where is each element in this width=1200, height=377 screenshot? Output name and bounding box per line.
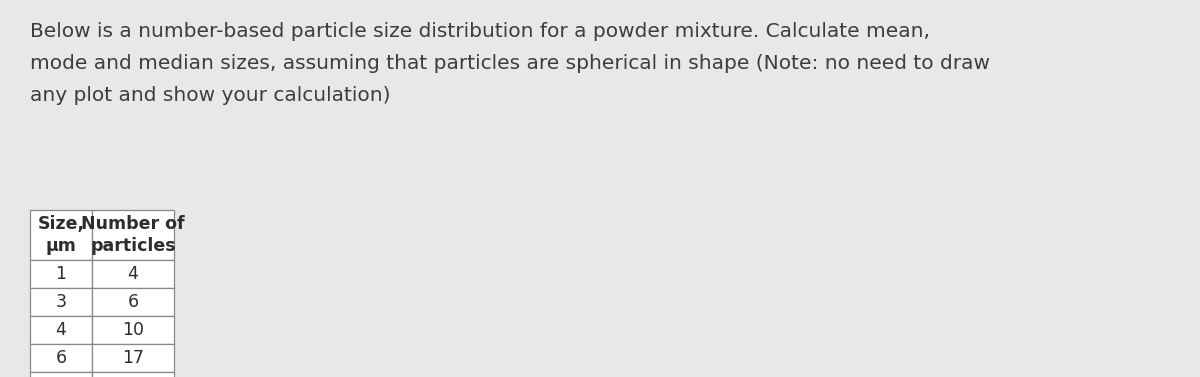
Text: 6: 6 <box>127 293 138 311</box>
Text: 4: 4 <box>55 321 66 339</box>
Bar <box>30 260 92 288</box>
Bar <box>92 288 174 316</box>
Text: 6: 6 <box>55 349 66 367</box>
Bar <box>30 210 92 260</box>
Text: 10: 10 <box>122 321 144 339</box>
Text: Number of: Number of <box>82 215 185 233</box>
Text: 17: 17 <box>122 349 144 367</box>
Bar <box>30 344 92 372</box>
Bar <box>92 210 174 260</box>
Bar <box>30 372 92 377</box>
Bar <box>92 260 174 288</box>
Bar <box>92 344 174 372</box>
Bar <box>30 288 92 316</box>
Text: μm: μm <box>46 237 77 255</box>
Bar <box>92 316 174 344</box>
Text: 4: 4 <box>127 265 138 283</box>
Text: Size,: Size, <box>37 215 84 233</box>
Bar <box>92 372 174 377</box>
Text: mode and median sizes, assuming that particles are spherical in shape (Note: no : mode and median sizes, assuming that par… <box>30 54 990 73</box>
Text: particles: particles <box>90 237 176 255</box>
Text: Below is a number-based particle size distribution for a powder mixture. Calcula: Below is a number-based particle size di… <box>30 22 930 41</box>
Text: 1: 1 <box>55 265 66 283</box>
Bar <box>30 316 92 344</box>
Text: 3: 3 <box>55 293 66 311</box>
Text: any plot and show your calculation): any plot and show your calculation) <box>30 86 390 105</box>
